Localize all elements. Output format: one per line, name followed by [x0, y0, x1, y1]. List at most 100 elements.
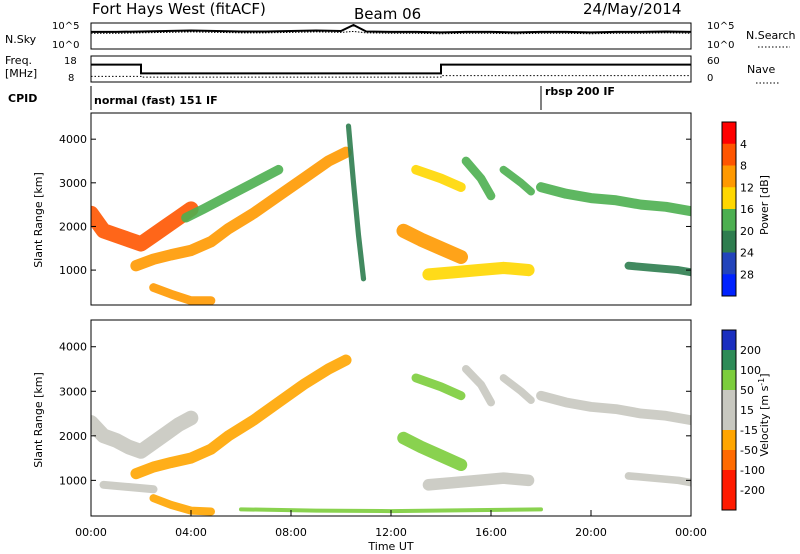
echo-band [91, 201, 199, 252]
colorbar-tick-label: 20 [740, 225, 754, 238]
colorbar-tick-label: -100 [740, 464, 765, 477]
echo-band [99, 480, 158, 494]
colorbar-segment [722, 370, 736, 391]
frequency-frame [90, 55, 692, 83]
echo-band [499, 165, 535, 196]
noise-right-tick-bottom: 10^0 [707, 40, 734, 51]
echo-band [411, 164, 466, 192]
echo-band [462, 365, 495, 407]
colorbar-segment [722, 430, 736, 451]
nave-tick-bottom: 0 [707, 73, 713, 84]
date-label: 24/May/2014 [583, 0, 681, 18]
power-colorbar-label: Power [dB] [758, 175, 771, 235]
velocity-colorbar: 200 100 50 15 -15 -50 -100 -200 [721, 329, 765, 511]
colorbar-segment [722, 143, 736, 166]
power-y-label: Slant Range [km] [32, 172, 45, 268]
colorbar-segment [722, 165, 736, 188]
colorbar-tick-label: 200 [740, 344, 761, 357]
echo-band [422, 472, 535, 491]
power-panel: 1000 2000 3000 4000 Slant Range [km] 4 8 12 16… [32, 112, 771, 306]
colorbar-tick-label: 8 [740, 160, 747, 173]
echo-band [624, 261, 691, 277]
echo-band [536, 390, 691, 426]
y-tick-label: 2000 [59, 220, 87, 233]
noise-right-tick-top: 10^5 [707, 21, 734, 32]
echo-band [499, 374, 535, 404]
colorbar-frame [721, 121, 737, 297]
echo-band [149, 494, 215, 516]
colorbar-tick-label: 100 [740, 364, 761, 377]
colorbar-tick-label: 50 [740, 384, 754, 397]
x-tick-label: 00:00 [675, 526, 707, 539]
colorbar-segment [722, 274, 736, 297]
x-tick-label: 04:00 [175, 526, 207, 539]
velocity-colorbar-label: Velocity [m s-1] [757, 373, 771, 456]
echo-band [91, 410, 199, 459]
velocity-y-axis: 1000 2000 3000 4000 [59, 341, 691, 487]
colorbar-segment [722, 330, 736, 351]
frequency-tick-bottom: 8 [68, 73, 74, 84]
frequency-unit: [MHz] [5, 67, 37, 80]
echo-band [411, 373, 466, 401]
y-tick-label: 1000 [59, 474, 87, 487]
beam-label: Beam 06 [354, 5, 421, 23]
echo-band [461, 156, 496, 201]
frequency-line [91, 63, 691, 75]
echo-band [422, 261, 535, 281]
plot-title: Fort Hays West (fitACF) [92, 0, 266, 18]
colorbar-tick-label: 4 [740, 138, 747, 151]
echo-band [181, 164, 284, 223]
echo-band [396, 223, 468, 264]
velocity-colorbar-label-sup: -1 [757, 378, 766, 386]
nave-line [91, 75, 691, 78]
y-tick-label: 3000 [59, 177, 87, 190]
frequency-panel: Freq. [MHz] 18 8 60 0 Nave [5, 54, 780, 84]
colorbar-segment [722, 230, 736, 253]
x-tick-label: 16:00 [475, 526, 507, 539]
frequency-label: Freq. [5, 54, 32, 67]
echo-band [149, 283, 216, 305]
echo-band [397, 431, 468, 472]
power-heatmap [91, 123, 691, 305]
x-tick-label: 00:00 [75, 526, 107, 539]
colorbar-segment [722, 490, 736, 511]
colorbar-segment [722, 209, 736, 232]
colorbar-tick-label: -50 [740, 444, 758, 457]
velocity-colorbar-label-main: Velocity [m s [758, 385, 771, 456]
cpid-mode-rbsp: rbsp 200 IF [545, 85, 615, 98]
echo-band [536, 182, 691, 217]
velocity-heatmap [91, 354, 691, 516]
colorbar-tick-label: 15 [740, 404, 754, 417]
echo-band [345, 123, 367, 282]
colorbar-tick-label: -200 [740, 484, 765, 497]
noise-sky-line [91, 23, 692, 34]
colorbar-tick-label: -15 [740, 424, 758, 437]
colorbar-segment [722, 122, 736, 145]
echo-band [624, 472, 691, 487]
cpid-label: CPID [8, 92, 37, 105]
echo-band [130, 354, 352, 480]
y-tick-label: 4000 [59, 341, 87, 354]
y-tick-label: 1000 [59, 264, 87, 277]
nave-tick-top: 60 [707, 56, 720, 67]
colorbar-tick-label: 12 [740, 181, 754, 194]
y-tick-label: 4000 [59, 133, 87, 146]
noise-frame [90, 22, 692, 50]
noise-left-tick-top: 10^5 [52, 21, 79, 32]
velocity-colorbar-label-end: ] [758, 373, 771, 377]
power-y-axis: 1000 2000 3000 4000 [59, 133, 691, 277]
frequency-tick-top: 18 [64, 56, 77, 67]
power-colorbar: 4 8 12 16 20 24 28 [721, 121, 754, 297]
noise-search-label: N.Search [746, 29, 796, 42]
nave-label: Nave [747, 63, 775, 76]
x-tick-label: 12:00 [375, 526, 407, 539]
colorbar-frame [721, 329, 737, 511]
colorbar-tick-label: 16 [740, 203, 754, 216]
colorbar-segment [722, 450, 736, 471]
colorbar-segment [722, 187, 736, 210]
time-x-axis: 00:00 04:00 08:00 12:00 16:00 20:00 00:00 [75, 510, 707, 539]
colorbar-segment [722, 470, 736, 491]
echo-band [130, 146, 352, 272]
